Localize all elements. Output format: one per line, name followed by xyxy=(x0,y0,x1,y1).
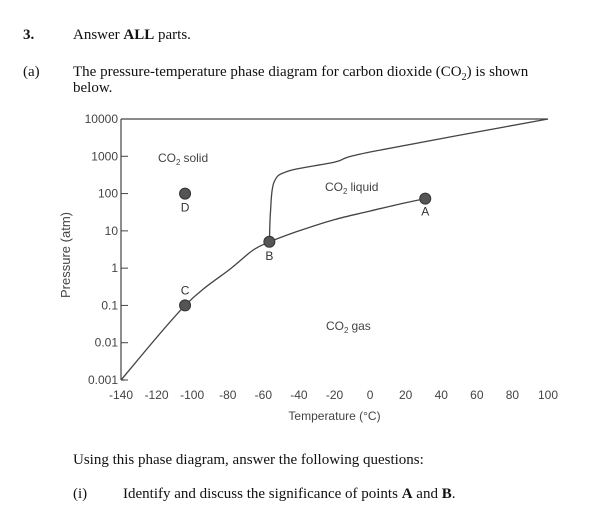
point-a-label: A xyxy=(421,205,429,219)
instruction-prefix: Answer xyxy=(73,27,124,43)
phase-points xyxy=(179,187,432,312)
sub-text-a: A xyxy=(401,486,413,502)
vaporization-curve xyxy=(269,198,426,243)
sub-question-text: Identify and discuss the significance of… xyxy=(123,486,455,503)
y-tick-label: 0.01 xyxy=(95,336,119,350)
x-axis-title: Temperature (°C) xyxy=(288,409,380,423)
solid-region-label: CO2 solid xyxy=(158,151,208,167)
x-tick-label: -40 xyxy=(290,388,308,402)
y-tick-label: 10000 xyxy=(85,112,119,126)
instruction-suffix: parts. xyxy=(154,27,191,43)
sub-text-mid: and xyxy=(412,486,442,502)
x-tick-label: -20 xyxy=(326,388,344,402)
sub-text-b: B xyxy=(441,486,452,502)
part-a-text-post: ) is shown xyxy=(466,64,529,80)
footer-prompt: Using this phase diagram, answer the fol… xyxy=(73,452,424,468)
phase-boundaries xyxy=(120,118,549,381)
point-b-marker xyxy=(263,235,276,248)
y-tick-label: 1000 xyxy=(91,149,118,163)
part-a-text-line2: below. xyxy=(73,80,113,96)
sub-text-pre: Identify and discuss the significance of… xyxy=(123,486,402,502)
x-tick-label: -80 xyxy=(219,388,237,402)
point-a-marker xyxy=(419,192,432,205)
x-tick-label: 0 xyxy=(367,388,374,402)
x-tick-label: 20 xyxy=(399,388,413,402)
point-b-label: B xyxy=(265,249,273,263)
x-tick-label: -100 xyxy=(180,388,204,402)
x-tick-label: -60 xyxy=(255,388,273,402)
y-tick-label: 0.001 xyxy=(88,373,118,387)
y-axis-title: Pressure (atm) xyxy=(58,212,73,298)
question-number: 3. xyxy=(23,27,35,43)
part-a-subscript: 2 xyxy=(461,72,467,83)
y-tick-label: 1 xyxy=(111,261,118,275)
part-a-label: (a) xyxy=(23,64,40,80)
part-a-text-line1: The pressure-temperature phase diagram f… xyxy=(73,64,528,83)
sub-text-post: . xyxy=(451,486,456,502)
x-tick-label: 40 xyxy=(435,388,449,402)
part-a-text-pre: The pressure-temperature phase diagram f… xyxy=(73,64,462,80)
instruction-bold: ALL xyxy=(123,27,155,43)
sublimation-curve xyxy=(120,241,270,381)
sub-question-label: (i) xyxy=(73,486,88,502)
liquid-region-label: CO2 liquid xyxy=(325,180,378,196)
chart-axes xyxy=(120,118,548,381)
question-instruction: Answer ALL parts. xyxy=(73,27,191,44)
x-tick-label: -120 xyxy=(145,388,169,402)
x-tick-label: 100 xyxy=(538,388,558,402)
x-tick-label: -140 xyxy=(109,388,133,402)
point-c-label: C xyxy=(181,283,190,297)
y-tick-label: 100 xyxy=(98,187,118,201)
x-tick-label: 60 xyxy=(470,388,484,402)
y-tick-label: 0.1 xyxy=(101,298,118,312)
point-d-label: D xyxy=(181,201,190,215)
melting-curve xyxy=(268,118,549,242)
point-c-marker xyxy=(179,299,192,312)
point-d-marker xyxy=(179,187,192,200)
gas-region-label: CO2 gas xyxy=(326,319,371,335)
x-tick-label: 80 xyxy=(506,388,520,402)
y-tick-label: 10 xyxy=(105,224,119,238)
